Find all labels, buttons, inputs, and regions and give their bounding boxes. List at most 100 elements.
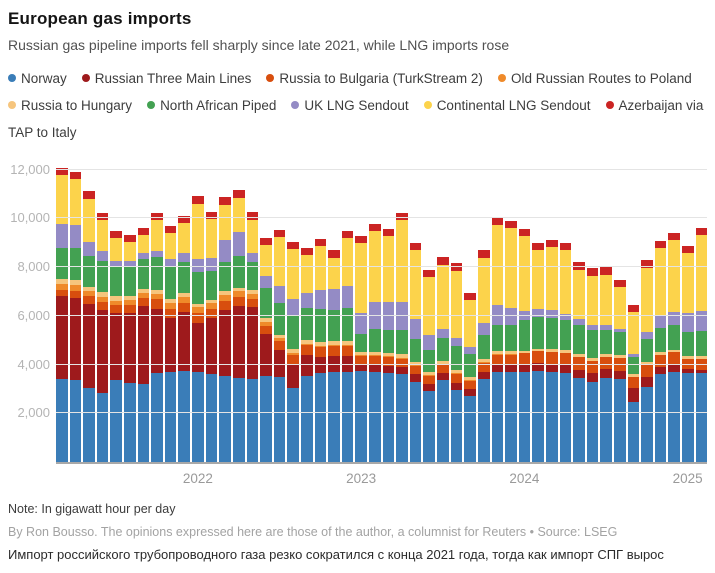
legend-item: Continental LNG Sendout xyxy=(423,98,591,113)
bar-segment xyxy=(151,373,163,462)
bar-2021-12 xyxy=(178,216,191,462)
bar-segment xyxy=(491,364,504,372)
bar-segment xyxy=(382,236,395,303)
legend-label: Azerbaijan via TAP to Italy xyxy=(8,98,704,140)
bar-segment xyxy=(382,373,395,462)
bar-segment xyxy=(477,359,490,363)
bar-segment xyxy=(409,361,422,365)
bar-segment xyxy=(96,250,109,261)
bar-segment xyxy=(682,312,694,332)
bar-segment xyxy=(396,357,408,359)
bar-2021-10 xyxy=(151,213,163,462)
bar-segment xyxy=(464,379,476,381)
bar-segment xyxy=(573,357,585,370)
bar-segment xyxy=(423,384,436,392)
bar-segment xyxy=(559,249,572,314)
bar-segment xyxy=(355,351,368,356)
bar-segment xyxy=(437,337,449,361)
bar-segment xyxy=(83,256,95,287)
bar-segment xyxy=(192,196,204,204)
bar-segment xyxy=(205,299,218,304)
bar-segment xyxy=(56,289,68,297)
bar-segment xyxy=(205,374,218,462)
bar-segment xyxy=(491,351,504,355)
bar-segment xyxy=(409,249,422,320)
bar-segment xyxy=(491,225,504,306)
bar-segment xyxy=(695,330,708,357)
bar-segment xyxy=(423,277,436,336)
bar-segment xyxy=(273,376,286,462)
bar-segment xyxy=(627,357,640,375)
bar-segment xyxy=(518,320,531,351)
bar-segment xyxy=(151,299,163,309)
bar-segment xyxy=(56,223,68,249)
bar-segment xyxy=(545,351,558,365)
bar-segment xyxy=(559,373,572,462)
bar-2023-06 xyxy=(423,270,436,462)
bar-segment xyxy=(532,370,544,462)
bar-segment xyxy=(437,364,449,374)
bar-segment xyxy=(437,373,449,381)
bar-segment xyxy=(300,292,313,309)
bar-segment xyxy=(273,340,286,350)
bar-segment xyxy=(164,225,177,234)
bar-segment xyxy=(505,351,517,355)
bar-segment xyxy=(627,312,640,354)
bar-segment xyxy=(600,356,612,370)
bar-segment xyxy=(518,364,531,372)
bar-segment xyxy=(545,364,558,372)
bar-segment xyxy=(205,270,218,300)
bar-segment xyxy=(273,303,286,335)
bar-segment xyxy=(355,333,368,352)
bar-segment xyxy=(137,384,150,462)
bar-segment xyxy=(600,377,612,462)
bar-segment xyxy=(56,175,68,224)
bar-segment xyxy=(382,330,395,354)
bar-segment xyxy=(369,356,381,365)
bar-segment xyxy=(695,356,708,359)
bar-segment xyxy=(300,247,313,255)
bar-segment xyxy=(627,353,640,358)
bar-segment xyxy=(464,380,476,390)
bar-segment xyxy=(613,355,626,358)
bar-segment xyxy=(423,375,436,385)
x-axis-year-label: 2025 xyxy=(672,471,703,486)
bar-segment xyxy=(151,308,163,374)
bar-segment xyxy=(178,302,191,313)
bar-segment xyxy=(545,247,558,311)
bar-segment xyxy=(137,227,150,236)
bar-segment xyxy=(219,262,231,292)
bar-segment xyxy=(124,382,136,462)
bar-segment xyxy=(409,338,422,362)
bar-segment xyxy=(573,325,585,355)
bar-segment xyxy=(124,234,136,243)
bar-segment xyxy=(668,325,681,350)
bar-2023-12 xyxy=(505,220,517,462)
bar-segment xyxy=(69,297,82,381)
bar-segment xyxy=(246,262,259,291)
bar-segment xyxy=(382,356,395,358)
bar-segment xyxy=(654,354,667,368)
bar-2024-10 xyxy=(641,260,653,464)
legend-label: Norway xyxy=(21,71,67,86)
bar-segment xyxy=(641,331,653,340)
bar-2023-03 xyxy=(382,229,395,462)
bar-segment xyxy=(600,369,612,378)
grid-line xyxy=(56,412,707,414)
bar-segment xyxy=(328,288,340,310)
bar-segment xyxy=(314,373,327,462)
bar-segment xyxy=(300,254,313,293)
bar-segment xyxy=(477,250,490,258)
bar-segment xyxy=(110,230,123,239)
legend-color-dot xyxy=(605,101,614,109)
bar-segment xyxy=(423,335,436,350)
bar-segment xyxy=(695,370,708,374)
bar-segment xyxy=(110,300,123,306)
bar-segment xyxy=(56,379,68,462)
legend-label: Russia to Bulgaria (TurkStream 2) xyxy=(279,71,483,86)
bar-segment xyxy=(423,371,436,375)
bar-segment xyxy=(477,322,490,335)
bar-segment xyxy=(627,376,640,388)
bar-segment xyxy=(654,247,667,316)
bar-segment xyxy=(627,374,640,377)
